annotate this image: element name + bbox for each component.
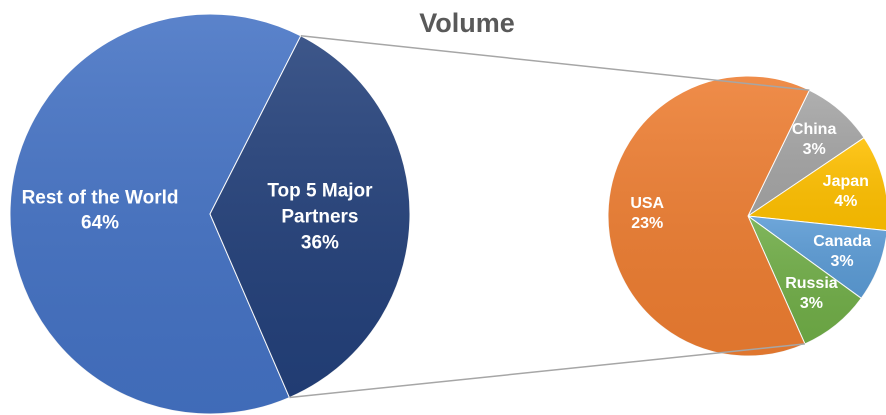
value-label: 64%	[81, 212, 120, 234]
slice-shade	[748, 90, 865, 216]
value-label: 3%	[802, 140, 826, 158]
slice-shade	[748, 137, 886, 231]
connector-line	[300, 35, 810, 91]
category-label: Top 5 Major Partners	[267, 180, 373, 228]
slice-shade	[607, 75, 810, 356]
value-label: 3%	[799, 295, 823, 313]
value-label: 36%	[300, 232, 339, 254]
slice-label: USA 23%	[602, 194, 692, 234]
slice-label: Top 5 Major Partners 36%	[240, 179, 400, 256]
category-label: Japan	[822, 172, 869, 190]
chart-title: Volume	[419, 8, 515, 38]
slice-shade	[9, 14, 301, 414]
slice-label: Japan 4%	[801, 172, 886, 212]
value-label: 23%	[631, 215, 664, 233]
slice-shade	[748, 216, 862, 344]
slice-shade	[748, 216, 886, 299]
connector-line	[289, 343, 806, 399]
slice-label: Canada 3%	[797, 232, 886, 272]
category-label: China	[791, 120, 837, 138]
slice-label: Russia 3%	[766, 274, 856, 314]
slice-shade	[210, 35, 410, 398]
value-label: 3%	[830, 253, 854, 271]
category-label: USA	[630, 195, 665, 213]
category-label: Russia	[785, 275, 838, 293]
slice-label: Rest of the World 64%	[20, 185, 180, 236]
category-label: Rest of the World	[21, 186, 179, 208]
slice-label: China 3%	[769, 120, 859, 160]
value-label: 4%	[834, 192, 858, 210]
category-label: Canada	[813, 233, 871, 251]
